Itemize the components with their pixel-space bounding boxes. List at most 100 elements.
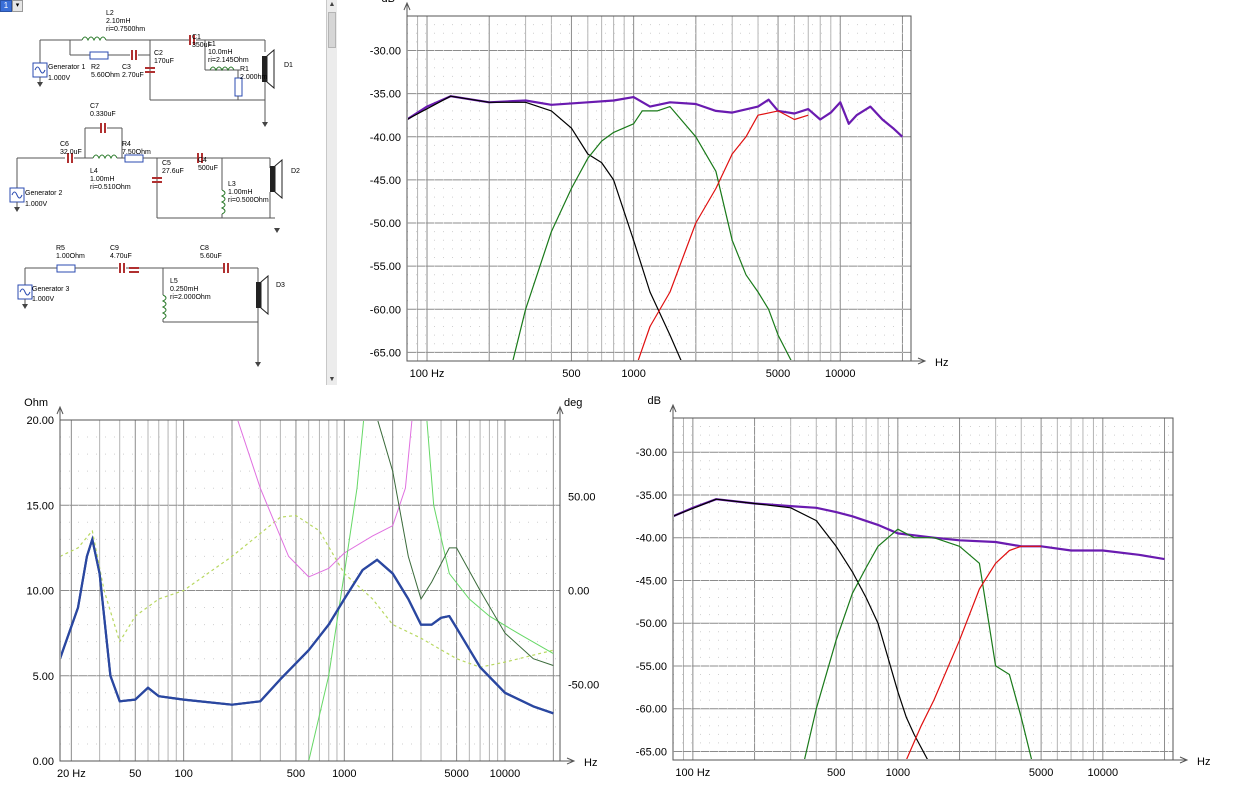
sine-icon: [34, 66, 46, 74]
component-label-c2: 170uF: [154, 58, 174, 65]
series-line-woofer: [674, 498, 928, 759]
series-group: [61, 421, 554, 760]
speaker-cone-icon: [266, 48, 275, 90]
component-label-l1: 10.0mH: [208, 49, 233, 56]
component-label-c3: 2.70uF: [122, 72, 144, 79]
y-tick-label: -35.00: [370, 89, 401, 101]
series-line-magenta: [237, 421, 413, 578]
y-tick-label: -45.00: [636, 575, 667, 587]
y-tick-label: 0.00: [33, 756, 54, 768]
inductor: [81, 36, 107, 42]
component-label-l4: 1.00mH: [90, 176, 115, 183]
x-tick-label: 500: [287, 768, 305, 780]
series-line-phase: [61, 514, 554, 668]
x-tick-label: 1000: [621, 368, 645, 380]
y-tick-label: -30.00: [636, 447, 667, 459]
spl-chart-bottom-svg: -30.00 -35.00 -40.00 -45.00 -50.00 -55.00 -60.…: [636, 395, 1211, 779]
x-tick-label: 500: [827, 767, 845, 779]
x-tick-label: 1000: [332, 768, 356, 780]
y-tick-label: -45.00: [370, 175, 401, 187]
component-label-l1: ri=2.145Ohm: [208, 57, 249, 64]
x-tick-label: 5000: [1029, 767, 1053, 779]
sheet-selector-value: 1: [0, 0, 12, 12]
vertical-scrollbar[interactable]: ▲ ▼: [326, 0, 337, 385]
component-label-l5: ri=2.000Ohm: [170, 294, 211, 301]
impedance-chart: 20.00 15.00 10.00 5.00 0.00 50.00 0.00 -50.00 de…: [0, 388, 612, 800]
generator-1-voltage: 1.000V: [48, 75, 71, 82]
component-label-c6: C6: [60, 141, 69, 148]
series-line-tweeter: [906, 545, 1042, 759]
y-tick-label: -60.00: [370, 304, 401, 316]
series-group: [674, 498, 1165, 759]
ground-icon: [37, 82, 43, 87]
series-line-mid: [512, 106, 792, 360]
inductor: [220, 189, 226, 215]
spl-chart-top: -30.00 -35.00 -40.00 -45.00 -50.00 -55.00 -60.…: [345, 0, 971, 385]
component-label-c4: C4: [198, 157, 207, 164]
component-label-c2: C2: [154, 50, 163, 57]
y-tick-label: 5.00: [33, 671, 54, 683]
series-line-woofer: [408, 95, 682, 360]
y-tick-label: 20.00: [26, 415, 54, 427]
component-label-r2: R2: [91, 64, 100, 71]
impedance-chart-svg: 20.00 15.00 10.00 5.00 0.00 50.00 0.00 -50.00 de…: [24, 397, 599, 780]
y-axis-label: dB: [382, 0, 395, 5]
series-line-mid: [804, 528, 1033, 759]
x-tick-label: 10000: [490, 768, 521, 780]
component-label-r5: R5: [56, 245, 65, 252]
component-label-r5: 1.00Ohm: [56, 253, 85, 260]
x-axis-label: Hz: [584, 757, 597, 769]
component-label-c9: 4.70uF: [110, 253, 132, 260]
generator-1-label: Generator 1: [48, 64, 85, 71]
component-label-r1: 2.000hm: [240, 74, 267, 81]
x-tick-label: 5000: [444, 768, 468, 780]
y-tick-label: 10.00: [26, 586, 54, 598]
component-label-r4: 7.50Ohm: [122, 149, 151, 156]
x-axis-arrow-icon: [917, 357, 927, 365]
x-tick-label: 5000: [766, 368, 790, 380]
component-label-l2: 2.10mH: [106, 18, 131, 25]
speaker-cone-icon: [260, 274, 269, 316]
component-label-l1: L1: [208, 41, 216, 48]
ground-icon: [255, 362, 261, 367]
y-tick-label: -30.00: [370, 46, 401, 58]
y-tick-label: -65.00: [636, 746, 667, 758]
y-axis-arrow-icon: [669, 403, 677, 413]
speaker-icon: [256, 282, 261, 308]
x-tick-label: 500: [562, 368, 580, 380]
ground-icon: [262, 122, 268, 127]
sheet-selector[interactable]: 1 ▾: [0, 0, 23, 12]
ground-icon: [14, 207, 20, 212]
x-tick-label: 10000: [825, 368, 856, 380]
plot-area: -30.00 -35.00 -40.00 -45.00 -50.00 -55.00 -60.…: [370, 0, 949, 380]
series-group: [408, 95, 904, 360]
series-line-impedance: [61, 538, 554, 715]
series-line-sum: [408, 95, 904, 138]
component-label-c7: 0.330uF: [90, 111, 116, 118]
x-tick-label: 10000: [1088, 767, 1119, 779]
y-axis-label: dB: [648, 395, 661, 407]
component-label-c7: C7: [90, 103, 99, 110]
driver-d3-label: D3: [276, 282, 285, 289]
y-tick-label: -60.00: [636, 704, 667, 716]
speaker-cone-icon: [274, 158, 283, 200]
component-label-c8: C8: [200, 245, 209, 252]
scroll-thumb[interactable]: [328, 12, 336, 48]
x-axis-label: Hz: [935, 357, 948, 369]
plot-area: -30.00 -35.00 -40.00 -45.00 -50.00 -55.00 -60.…: [636, 395, 1211, 779]
chevron-down-icon[interactable]: ▾: [12, 0, 23, 12]
scroll-up-icon[interactable]: ▲: [328, 1, 336, 8]
y-tick-label-right: 50.00: [568, 492, 596, 504]
y-tick-label-right: -50.00: [568, 679, 599, 691]
scroll-down-icon[interactable]: ▼: [328, 376, 336, 383]
y-axis-right-arrow-icon: [556, 405, 564, 415]
component-label-r2: 5.60Ohm: [91, 72, 120, 79]
component-label-c8: 5.60uF: [200, 253, 222, 260]
driver-d1-label: D1: [284, 62, 293, 69]
series-line-dark-green: [377, 421, 554, 666]
component-label-c3: C3: [122, 64, 131, 71]
y-tick-label: -50.00: [370, 218, 401, 230]
component-label-l3: ri=0.500Ohm: [228, 197, 269, 204]
component-label-r4: R4: [122, 141, 131, 148]
y-tick-label: -50.00: [636, 618, 667, 630]
